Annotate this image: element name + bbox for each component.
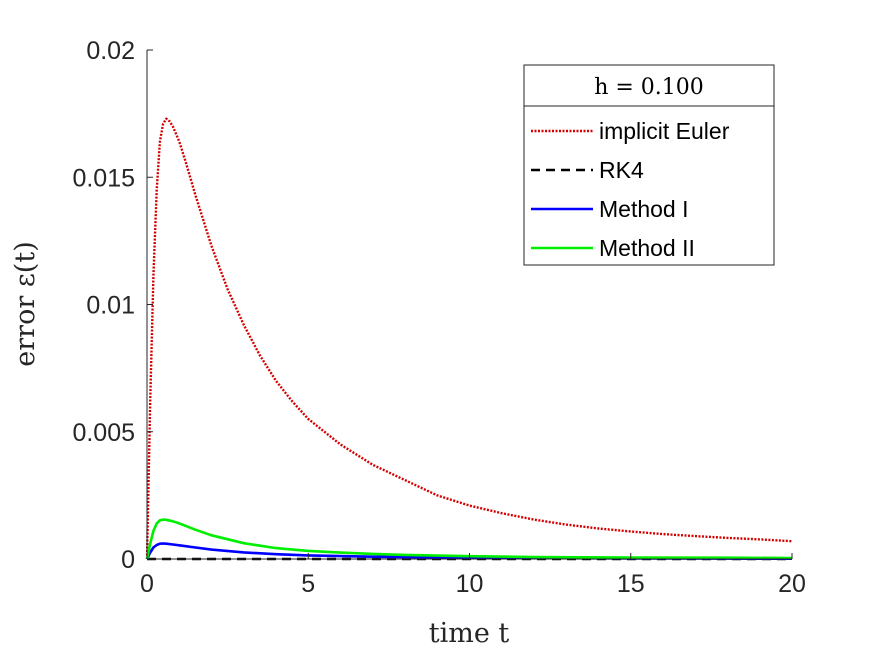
x-tick-label: 20 bbox=[778, 570, 806, 598]
tick-labels: 0 5 10 15 20 0 0.005 0.01 0.015 0.02 bbox=[72, 37, 805, 598]
x-axis-label: time t bbox=[429, 618, 510, 649]
legend-box bbox=[523, 64, 775, 266]
y-axis-label: error ε(t) bbox=[10, 241, 41, 366]
x-tick-label: 5 bbox=[301, 570, 315, 598]
legend-title: h = 0.100 bbox=[594, 75, 704, 100]
legend-label-rk4: RK4 bbox=[599, 157, 644, 183]
y-tick-label: 0.005 bbox=[72, 419, 135, 447]
series-line-implicit-euler bbox=[145, 117, 793, 560]
y-tick-label: 0 bbox=[121, 546, 135, 574]
y-tick-label: 0.015 bbox=[72, 164, 135, 192]
legend-label-implicit-euler: implicit Euler bbox=[599, 118, 730, 144]
x-tick-label: 0 bbox=[140, 570, 154, 598]
axes bbox=[146, 49, 793, 560]
legend: h = 0.100 implicit Euler RK4 Method I Metho… bbox=[523, 64, 775, 266]
series-line-method-ii bbox=[145, 518, 793, 560]
x-tick-label: 15 bbox=[617, 570, 645, 598]
y-tick-label: 0.02 bbox=[86, 37, 135, 65]
legend-items: implicit Euler RK4 Method I Method II bbox=[531, 118, 730, 261]
legend-label-method-ii: Method II bbox=[599, 235, 695, 261]
x-tick-label: 10 bbox=[456, 570, 484, 598]
y-tick-label: 0.01 bbox=[86, 292, 135, 320]
legend-label-method-i: Method I bbox=[599, 196, 689, 222]
